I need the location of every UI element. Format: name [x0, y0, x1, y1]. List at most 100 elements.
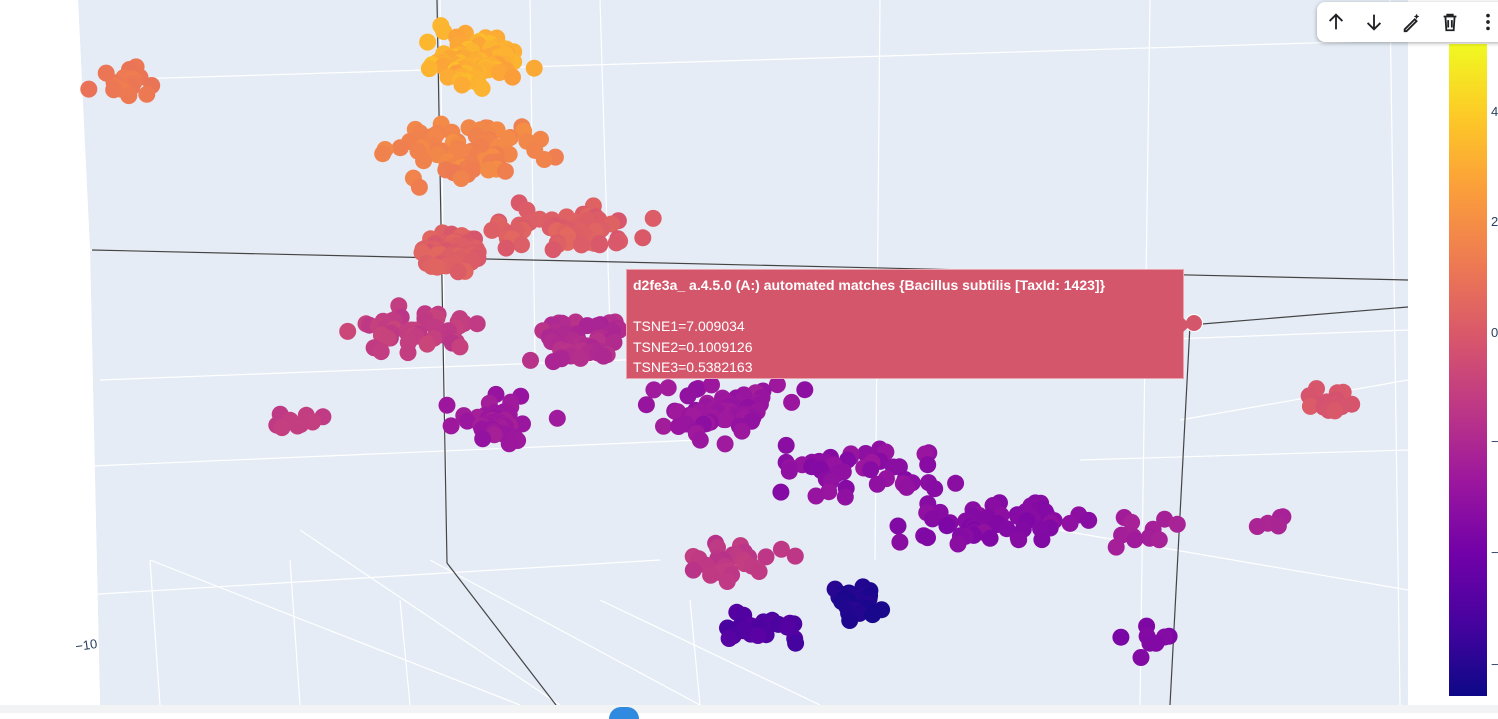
data-point — [645, 381, 663, 399]
colorbar — [1449, 44, 1487, 696]
data-point — [1248, 518, 1266, 535]
data-point — [496, 162, 514, 180]
bottom-scroll-strip — [0, 705, 1498, 713]
data-point — [525, 59, 543, 77]
data-point — [572, 236, 590, 254]
data-point — [864, 606, 882, 624]
colorbar-tick: − — [1491, 545, 1498, 560]
grid-line — [0, 439, 701, 471]
data-point — [105, 81, 123, 99]
data-point — [718, 573, 736, 590]
tooltip-tsne1: TSNE1=7.009034 — [633, 318, 745, 334]
edit-button[interactable] — [1393, 2, 1431, 42]
data-point — [947, 474, 965, 492]
data-point — [339, 322, 357, 340]
data-point — [399, 344, 417, 362]
data-point — [924, 510, 941, 528]
data-point — [273, 419, 291, 437]
data-point — [981, 529, 999, 547]
data-point — [473, 79, 491, 97]
data-point — [703, 376, 720, 394]
data-point — [637, 396, 655, 414]
magic-pen-icon — [1403, 13, 1420, 33]
data-point — [138, 85, 156, 103]
colorbar-tick: − — [1491, 657, 1498, 672]
grid-line — [1079, 449, 1408, 461]
delete-button[interactable] — [1431, 2, 1469, 42]
data-point — [442, 417, 460, 435]
data-point — [1061, 514, 1079, 532]
data-point — [500, 435, 518, 453]
more-button[interactable] — [1469, 2, 1498, 42]
data-point — [483, 221, 501, 239]
data-point — [522, 351, 539, 369]
move-up-button[interactable] — [1317, 2, 1355, 42]
grid-line — [529, 0, 536, 361]
data-point — [1010, 531, 1028, 549]
data-point — [841, 612, 859, 629]
data-point — [702, 566, 720, 584]
data-point — [410, 178, 428, 196]
grid-line — [149, 559, 161, 705]
data-point — [787, 634, 805, 652]
data-point — [926, 480, 944, 498]
data-point — [415, 152, 433, 170]
data-point — [514, 415, 531, 433]
move-down-button[interactable] — [1355, 2, 1393, 42]
data-point — [655, 417, 672, 435]
data-point — [772, 540, 790, 558]
data-point — [796, 381, 814, 399]
data-point — [453, 76, 471, 94]
data-point — [374, 145, 392, 163]
data-point — [717, 411, 735, 429]
data-point — [490, 64, 508, 81]
data-point — [1112, 628, 1130, 646]
scroll-indicator[interactable] — [609, 707, 639, 719]
data-point — [1080, 511, 1098, 529]
grid-line — [1179, 379, 1408, 421]
data-point — [428, 258, 446, 276]
grid-line — [0, 559, 661, 601]
data-point — [513, 236, 530, 254]
grid-line — [689, 599, 701, 705]
grid-line — [99, 39, 1408, 81]
data-point — [938, 517, 956, 535]
data-point — [889, 517, 907, 535]
data-point — [391, 139, 409, 157]
axis-line — [91, 249, 1408, 281]
colorbar-tick: − — [1491, 434, 1498, 449]
data-point — [1326, 402, 1344, 420]
data-point — [289, 417, 306, 435]
data-point — [1168, 515, 1186, 533]
colorbar-tick: 2 — [1491, 214, 1498, 229]
data-point — [607, 234, 625, 252]
data-point — [572, 349, 589, 367]
data-point — [1033, 531, 1051, 549]
grid-line — [299, 529, 561, 705]
data-point — [438, 396, 456, 414]
data-point — [449, 263, 467, 281]
data-point — [820, 483, 838, 501]
data-point — [868, 475, 886, 493]
data-point — [1123, 513, 1141, 531]
data-point — [419, 33, 437, 51]
data-point — [862, 461, 880, 479]
data-point — [591, 236, 609, 254]
data-point — [691, 431, 709, 449]
data-point — [80, 80, 98, 98]
tooltip-spacer — [633, 296, 1177, 317]
data-point — [474, 430, 492, 448]
arrow-up-icon — [1328, 13, 1344, 30]
data-point — [479, 161, 497, 179]
data-point — [504, 68, 521, 86]
data-point — [644, 209, 662, 227]
data-point — [379, 329, 397, 347]
trash-icon — [1443, 13, 1457, 32]
data-point — [659, 379, 677, 397]
colorbar-tick: 4 — [1491, 104, 1498, 119]
grid-line — [399, 599, 411, 705]
data-point — [684, 561, 702, 579]
data-point — [452, 170, 470, 187]
data-point — [891, 533, 909, 551]
data-point — [420, 60, 438, 78]
